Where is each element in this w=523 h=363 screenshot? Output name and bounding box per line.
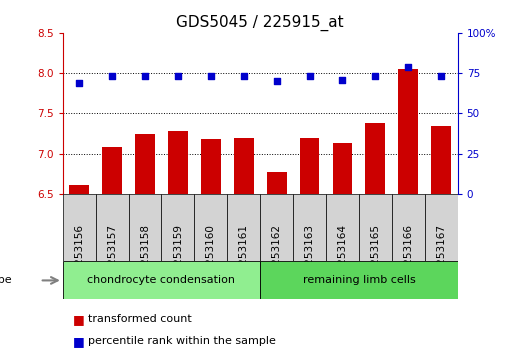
Text: GSM1253161: GSM1253161 [238, 224, 249, 294]
FancyBboxPatch shape [326, 194, 359, 261]
Point [207, 73, 215, 79]
FancyBboxPatch shape [260, 261, 458, 299]
Text: GSM1253158: GSM1253158 [140, 224, 150, 294]
Text: chondrocyte condensation: chondrocyte condensation [87, 276, 235, 285]
Bar [135, 134, 155, 194]
Text: ■: ■ [73, 313, 85, 326]
FancyBboxPatch shape [96, 194, 129, 261]
Bar [267, 172, 287, 194]
Point [272, 78, 281, 84]
Bar [366, 123, 385, 194]
Bar [431, 126, 451, 194]
Point [371, 73, 380, 79]
FancyBboxPatch shape [129, 194, 162, 261]
Point [240, 73, 248, 79]
Text: GSM1253163: GSM1253163 [304, 224, 314, 294]
Text: GSM1253164: GSM1253164 [337, 224, 347, 294]
Text: GSM1253156: GSM1253156 [74, 224, 84, 294]
FancyBboxPatch shape [260, 194, 293, 261]
Text: GSM1253160: GSM1253160 [206, 224, 216, 294]
Point [305, 73, 314, 79]
Text: GSM1253165: GSM1253165 [370, 224, 380, 294]
FancyBboxPatch shape [392, 194, 425, 261]
FancyBboxPatch shape [228, 194, 260, 261]
Text: transformed count: transformed count [88, 314, 191, 325]
Bar [333, 143, 353, 194]
FancyBboxPatch shape [195, 194, 228, 261]
Point [108, 73, 116, 79]
Bar [399, 69, 418, 194]
Text: GSM1253157: GSM1253157 [107, 224, 117, 294]
Bar [70, 184, 89, 194]
Bar [168, 131, 188, 194]
FancyBboxPatch shape [162, 194, 195, 261]
Title: GDS5045 / 225915_at: GDS5045 / 225915_at [176, 15, 344, 31]
Point [141, 73, 149, 79]
FancyBboxPatch shape [425, 194, 458, 261]
Text: GSM1253159: GSM1253159 [173, 224, 183, 294]
Bar [201, 139, 221, 194]
FancyBboxPatch shape [359, 194, 392, 261]
FancyBboxPatch shape [63, 261, 260, 299]
Point [338, 77, 347, 82]
Bar [300, 138, 320, 194]
Text: GSM1253162: GSM1253162 [271, 224, 282, 294]
Text: cell type: cell type [0, 276, 12, 285]
FancyBboxPatch shape [63, 194, 96, 261]
Bar [234, 138, 254, 194]
Bar [102, 147, 122, 194]
Text: ■: ■ [73, 335, 85, 348]
Point [75, 80, 83, 86]
Text: GSM1253167: GSM1253167 [436, 224, 446, 294]
Text: remaining limb cells: remaining limb cells [302, 276, 415, 285]
Point [174, 73, 182, 79]
FancyBboxPatch shape [293, 194, 326, 261]
Text: percentile rank within the sample: percentile rank within the sample [88, 336, 276, 346]
Point [437, 73, 446, 79]
Point [404, 64, 413, 69]
Text: GSM1253166: GSM1253166 [403, 224, 413, 294]
